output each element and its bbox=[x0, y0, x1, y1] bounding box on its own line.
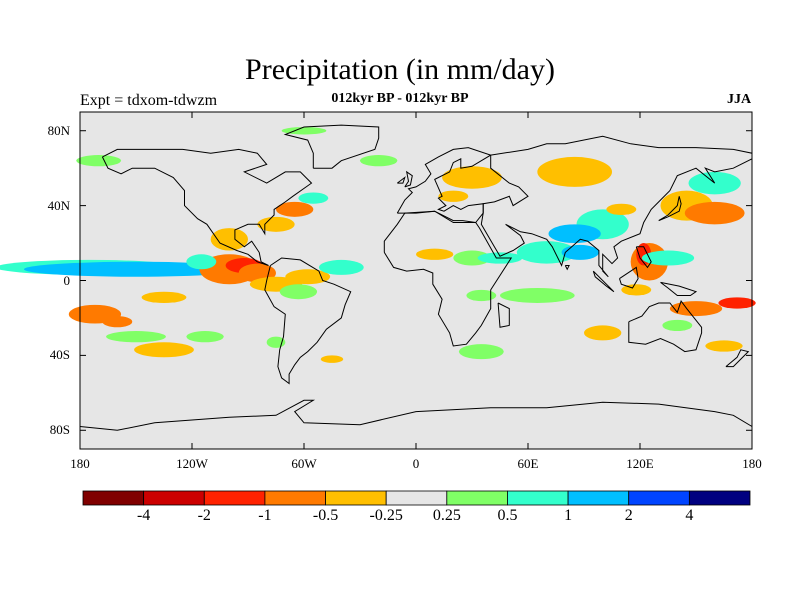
experiment-label: Expt = tdxom-tdwzm bbox=[80, 92, 218, 109]
anomaly-region bbox=[548, 224, 601, 244]
anomaly-region bbox=[276, 201, 314, 217]
colorbar-label: 1 bbox=[564, 507, 573, 524]
anomaly-region bbox=[516, 241, 577, 264]
colorbar-label: -1 bbox=[258, 507, 272, 524]
x-tick-label: 180 bbox=[70, 456, 90, 471]
colorbar-box bbox=[143, 490, 205, 506]
x-tick-label: 0 bbox=[412, 456, 420, 471]
y-tick-label: 0 bbox=[63, 272, 71, 288]
anomaly-region bbox=[718, 297, 756, 309]
colorbar-label: 0.25 bbox=[432, 507, 461, 524]
anomaly-region bbox=[499, 287, 575, 303]
y-tick-label: 40S bbox=[49, 347, 70, 363]
colorbar-box bbox=[507, 490, 569, 506]
anomaly-region bbox=[210, 228, 248, 251]
coastline bbox=[592, 270, 615, 293]
colorbar-label: -0.25 bbox=[369, 507, 403, 524]
anomaly-region bbox=[684, 201, 745, 225]
colorbar-box bbox=[264, 490, 326, 506]
coastline bbox=[660, 281, 698, 296]
colorbar-label: -0.5 bbox=[312, 507, 339, 524]
x-tick-label: 60W bbox=[291, 456, 317, 471]
anomaly-region bbox=[106, 331, 166, 343]
coastline bbox=[101, 148, 313, 266]
anomaly-region bbox=[606, 203, 637, 215]
coastline bbox=[497, 302, 510, 328]
continent-outlines bbox=[79, 124, 753, 431]
colorbar-box bbox=[82, 490, 145, 506]
y-tick-label: 80N bbox=[47, 122, 70, 138]
anomaly-region bbox=[438, 190, 469, 202]
colorbar-box bbox=[628, 490, 690, 506]
anomaly-region bbox=[281, 126, 327, 135]
anomaly-region bbox=[102, 316, 133, 328]
map-background bbox=[80, 112, 752, 449]
anomaly-region bbox=[584, 325, 622, 341]
anomaly-region bbox=[76, 155, 122, 167]
coastline bbox=[264, 257, 352, 385]
anomaly-region bbox=[320, 355, 344, 363]
anomaly-region bbox=[285, 269, 331, 285]
anomaly-region bbox=[416, 248, 454, 260]
anomaly-region bbox=[453, 250, 491, 266]
anomaly-region bbox=[298, 192, 329, 204]
colorbar bbox=[82, 490, 751, 506]
y-tick-label: 40N bbox=[47, 197, 70, 213]
colorbar-box bbox=[203, 490, 266, 506]
season-label: JJA bbox=[727, 92, 752, 107]
x-tick-label: 120W bbox=[176, 456, 208, 471]
anomaly-region bbox=[141, 291, 187, 303]
anomaly-region bbox=[458, 344, 504, 360]
precipitation-map bbox=[0, 112, 756, 449]
chart-title: Precipitation (in mm/day) bbox=[245, 53, 555, 86]
coastline bbox=[658, 196, 682, 222]
colorbar-box bbox=[688, 490, 751, 506]
anomaly-region bbox=[279, 284, 318, 300]
anomaly-region bbox=[186, 254, 217, 270]
colorbar-label: 4 bbox=[685, 507, 694, 524]
chart-subtitle: 012kyr BP - 012kyr BP bbox=[331, 91, 469, 106]
colorbar-label: 0.5 bbox=[497, 507, 518, 524]
coastline bbox=[404, 170, 413, 188]
coastline bbox=[79, 399, 753, 431]
y-tick-label: 80S bbox=[49, 422, 70, 438]
coastline bbox=[396, 147, 492, 224]
colorbar-label: -2 bbox=[197, 507, 211, 524]
colorbar-label: 2 bbox=[624, 507, 633, 524]
colorbar-box bbox=[325, 490, 387, 506]
anomaly-region bbox=[318, 259, 364, 275]
coastline bbox=[628, 300, 703, 353]
coastline bbox=[725, 349, 750, 368]
anomaly-region bbox=[662, 319, 693, 332]
anomaly-region bbox=[561, 244, 599, 260]
colorbar-label: -4 bbox=[136, 507, 151, 524]
coastline bbox=[283, 124, 380, 169]
colorbar-box bbox=[567, 490, 630, 506]
coastline bbox=[564, 265, 570, 271]
x-tick-label: 120E bbox=[626, 456, 654, 471]
colorbar-box bbox=[385, 490, 448, 506]
anomaly-region bbox=[669, 301, 723, 317]
anomaly-region bbox=[134, 342, 194, 358]
anomaly-region bbox=[257, 216, 295, 232]
colorbar-box bbox=[446, 490, 508, 506]
anomaly-region bbox=[466, 289, 497, 302]
x-tick-label: 60E bbox=[517, 456, 539, 471]
anomaly-region bbox=[705, 340, 743, 352]
anomaly-region bbox=[537, 156, 613, 187]
anomaly-region bbox=[442, 166, 502, 189]
anomaly-region bbox=[641, 250, 695, 266]
coastline bbox=[635, 246, 652, 269]
coastline bbox=[397, 176, 406, 184]
map-frame bbox=[79, 111, 753, 450]
anomaly-region bbox=[360, 155, 398, 167]
x-tick-label: 180 bbox=[742, 456, 762, 471]
anomaly-region bbox=[186, 331, 224, 343]
coastline bbox=[383, 210, 513, 347]
coastline bbox=[619, 266, 639, 289]
anomaly-region bbox=[98, 263, 211, 275]
